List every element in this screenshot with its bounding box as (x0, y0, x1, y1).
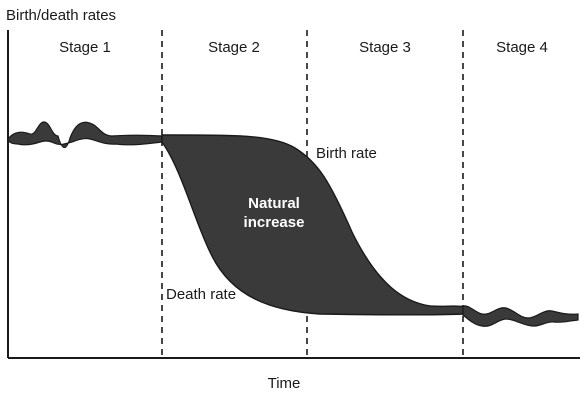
stage-1-fluctuating-rates (7, 121, 163, 149)
x-axis-title: Time (267, 375, 301, 392)
stage-label-4: Stage 4 (496, 39, 548, 56)
birth-rate-label: Birth rate (316, 145, 377, 162)
stage-label-3: Stage 3 (359, 39, 411, 56)
natural-increase-label-line-1: Natural (248, 195, 300, 212)
natural-increase-area (161, 134, 467, 316)
y-axis-title: Birth/death rates (6, 7, 117, 24)
stage-label-2: Stage 2 (208, 39, 260, 56)
death-rate-label: Death rate (166, 286, 237, 303)
stage-label-1: Stage 1 (59, 39, 111, 56)
natural-increase-label-line-2: increase (243, 214, 305, 231)
natural-increase-label: Natural increase (244, 194, 305, 232)
stage-4-fluctuating-rates (462, 305, 579, 327)
